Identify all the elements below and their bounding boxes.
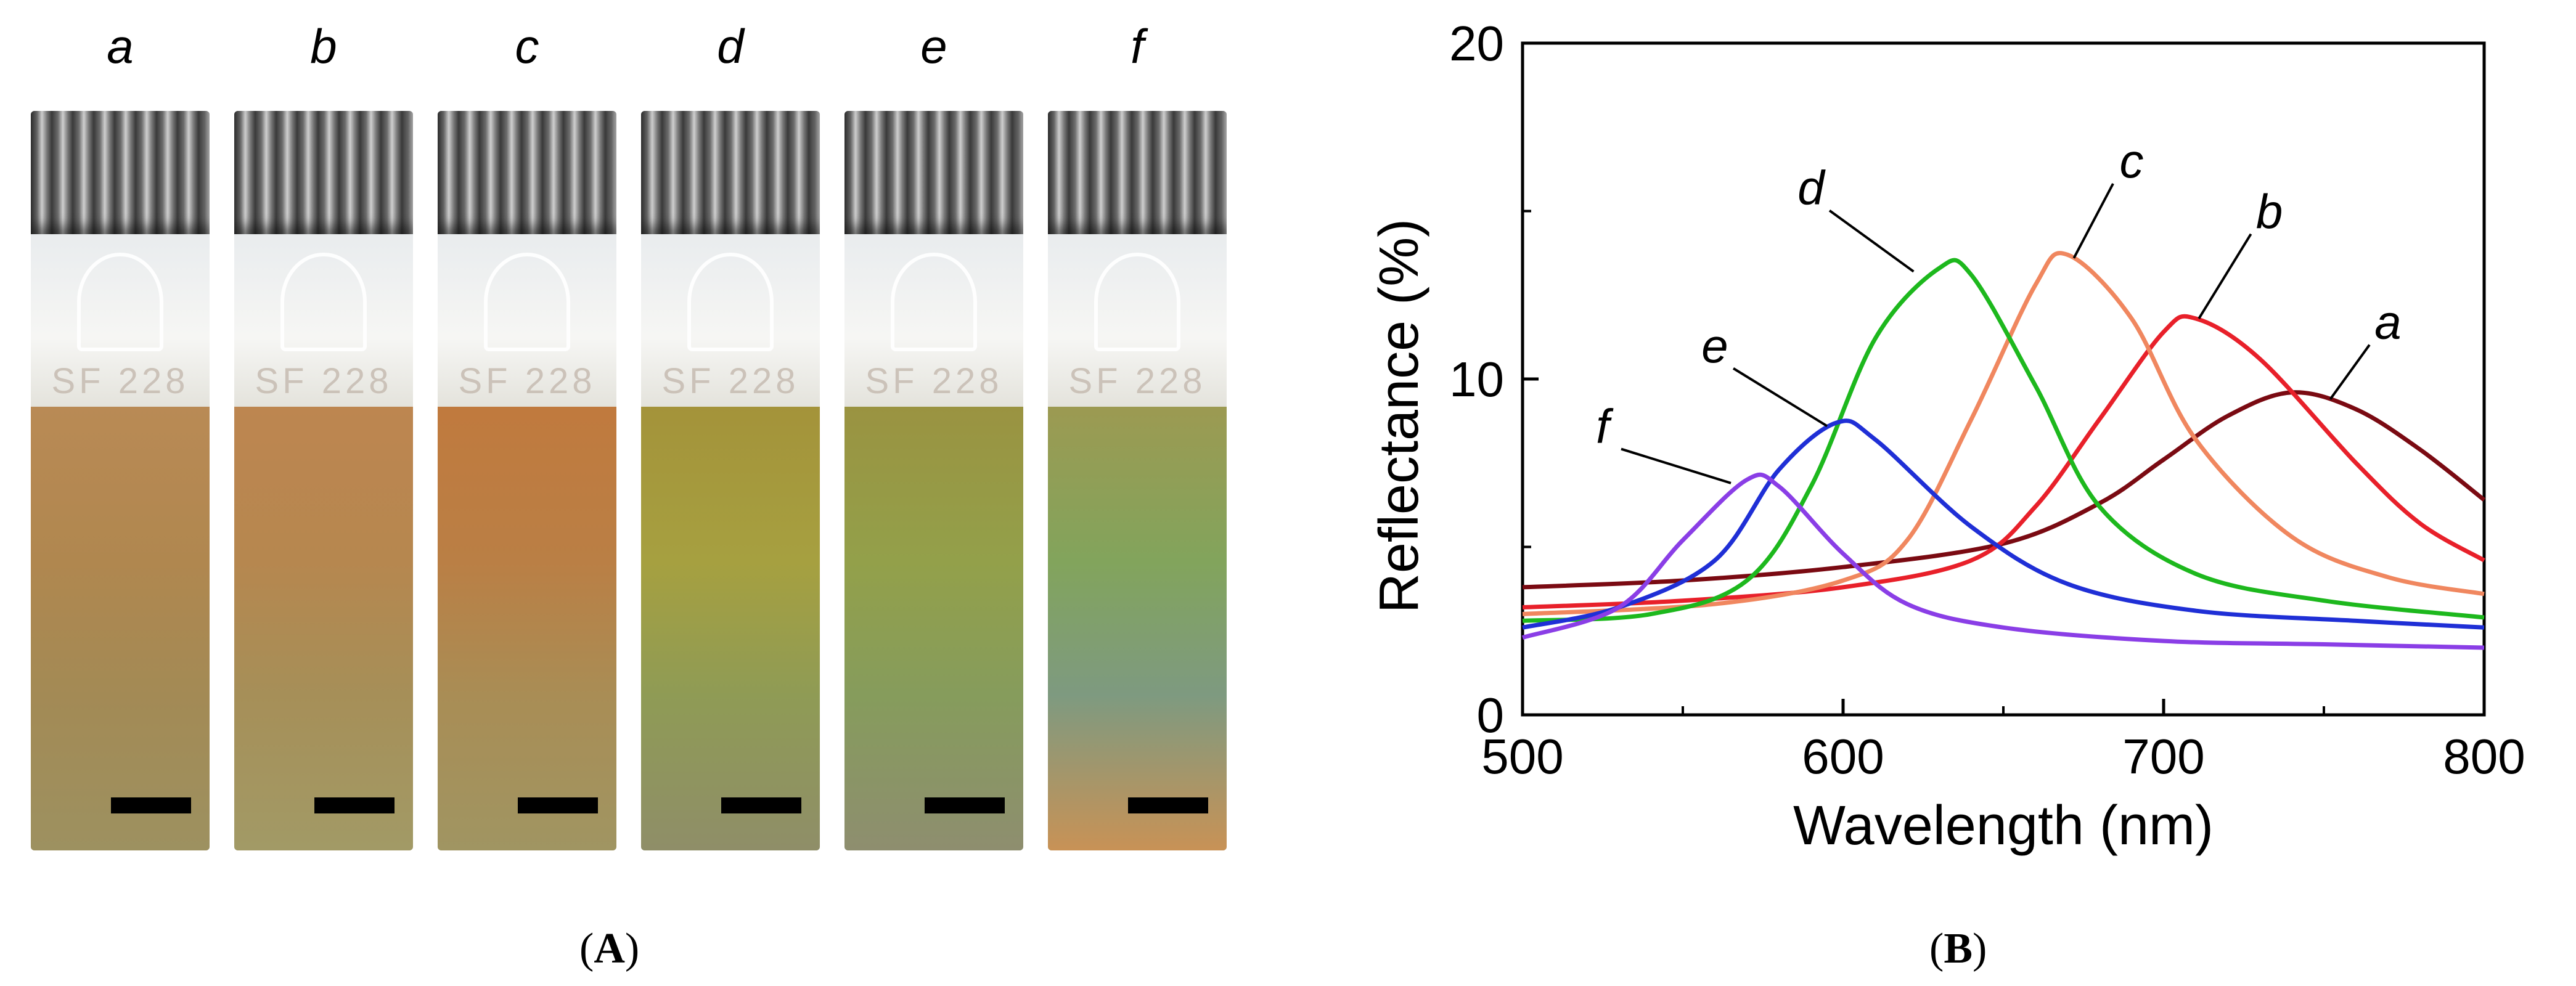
y-axis-title: Reflectance (%)	[1368, 219, 1430, 613]
series-label-b: b	[2256, 184, 2283, 238]
y-tick-label: 10	[1449, 352, 1504, 407]
panel-b-label-close: )	[1973, 925, 1987, 972]
panel-a-photo: a SF 228 b SF 228 c SF 228 d SF 228 e SF 228 f SF 2…	[0, 0, 1282, 986]
vial-a: SF 228	[31, 111, 210, 850]
series-annotations: a b c d e f	[1596, 134, 2402, 484]
vial-glass	[438, 234, 616, 407]
vial-etching: SF 228	[1068, 361, 1206, 401]
panel-a-label-letter: A	[594, 925, 625, 972]
vial-etching: SF 228	[865, 361, 1003, 401]
scale-bar	[1128, 797, 1208, 813]
scale-bar	[925, 797, 1005, 813]
series-label-e: e	[1701, 319, 1728, 373]
scale-bar	[314, 797, 395, 813]
vial-letter-e: e	[920, 19, 947, 73]
series-lines	[1521, 251, 2486, 650]
series-line-b	[1522, 314, 2485, 610]
vial-f: SF 228	[1048, 111, 1227, 850]
vial-glass	[1048, 234, 1227, 407]
vial-glass	[31, 234, 210, 407]
series-label-d: d	[1797, 161, 1826, 215]
series-line-a	[1522, 390, 2486, 590]
vial-glass	[234, 234, 413, 407]
vial-letter-b: b	[310, 19, 337, 73]
series-line-e	[1522, 418, 2485, 630]
vial-letter-c: c	[515, 19, 539, 73]
vial-liquid	[641, 407, 820, 850]
vial-e: SF 228	[844, 111, 1023, 850]
vial-glass	[641, 234, 820, 407]
series-label-a: a	[2374, 295, 2401, 349]
scale-bar	[721, 797, 801, 813]
panel-a-label-open: (	[579, 925, 594, 972]
plot-border	[1521, 41, 2486, 717]
annotation-leader	[2329, 344, 2371, 400]
panel-a-label-close: )	[624, 925, 640, 972]
vial-cap	[234, 111, 413, 234]
vial-b: SF 228	[234, 111, 413, 850]
panel-b-label-open: (	[1929, 925, 1944, 972]
plot-frame	[1521, 41, 2486, 717]
x-tick-label: 800	[2443, 729, 2525, 784]
y-tick-label: 0	[1477, 688, 1505, 743]
vial-glass	[844, 234, 1023, 407]
series-line-f	[1521, 472, 2485, 650]
annotation-leader	[1732, 367, 1828, 428]
vial-letter-f: f	[1131, 19, 1144, 73]
vial-etching: SF 228	[255, 361, 393, 401]
vial-c: SF 228	[438, 111, 616, 850]
y-tick-label: 20	[1449, 16, 1504, 71]
x-tick-label: 700	[2122, 729, 2204, 784]
vial-cap	[31, 111, 210, 234]
vial-d: SF 228	[641, 111, 820, 850]
vial-letter-a: a	[107, 19, 134, 73]
vial-liquid	[844, 407, 1023, 850]
series-label-f: f	[1596, 399, 1614, 454]
vial-cap	[1048, 111, 1227, 234]
vial-liquid	[234, 407, 413, 850]
annotation-leader	[1621, 447, 1732, 484]
axis-ticks: 500 600 700 800 0 10 20	[1449, 16, 2525, 784]
vial-cap	[844, 111, 1023, 234]
scale-bar	[111, 797, 191, 813]
reflectance-chart: 500 600 700 800 0 10 20 a b c d e f Wavelength (nm)…	[1368, 16, 2525, 857]
vial-etching: SF 228	[458, 361, 596, 401]
vial-liquid	[1048, 407, 1227, 850]
vial-cap	[641, 111, 820, 234]
x-tick-label: 600	[1802, 729, 1884, 784]
vial-etching: SF 228	[661, 361, 799, 401]
panel-a-label: (A)	[579, 924, 639, 974]
scale-bar	[518, 797, 598, 813]
panel-b-label: (B)	[1929, 924, 1987, 974]
series-line-d	[1522, 258, 2485, 623]
x-tick-label: 500	[1481, 729, 1563, 784]
series-label-c: c	[2120, 134, 2144, 188]
vial-letter-d: d	[717, 19, 744, 73]
vial-cap	[438, 111, 616, 234]
vial-liquid	[438, 407, 616, 850]
x-axis-title: Wavelength (nm)	[1793, 795, 2214, 857]
panel-b-label-letter: B	[1944, 925, 1973, 972]
annotation-leader	[1828, 209, 1915, 273]
annotation-leader	[2072, 183, 2114, 259]
series-line-c	[1522, 251, 2485, 616]
vial-etching: SF 228	[51, 361, 189, 401]
annotation-leader	[2198, 233, 2252, 319]
vial-liquid	[31, 407, 210, 850]
